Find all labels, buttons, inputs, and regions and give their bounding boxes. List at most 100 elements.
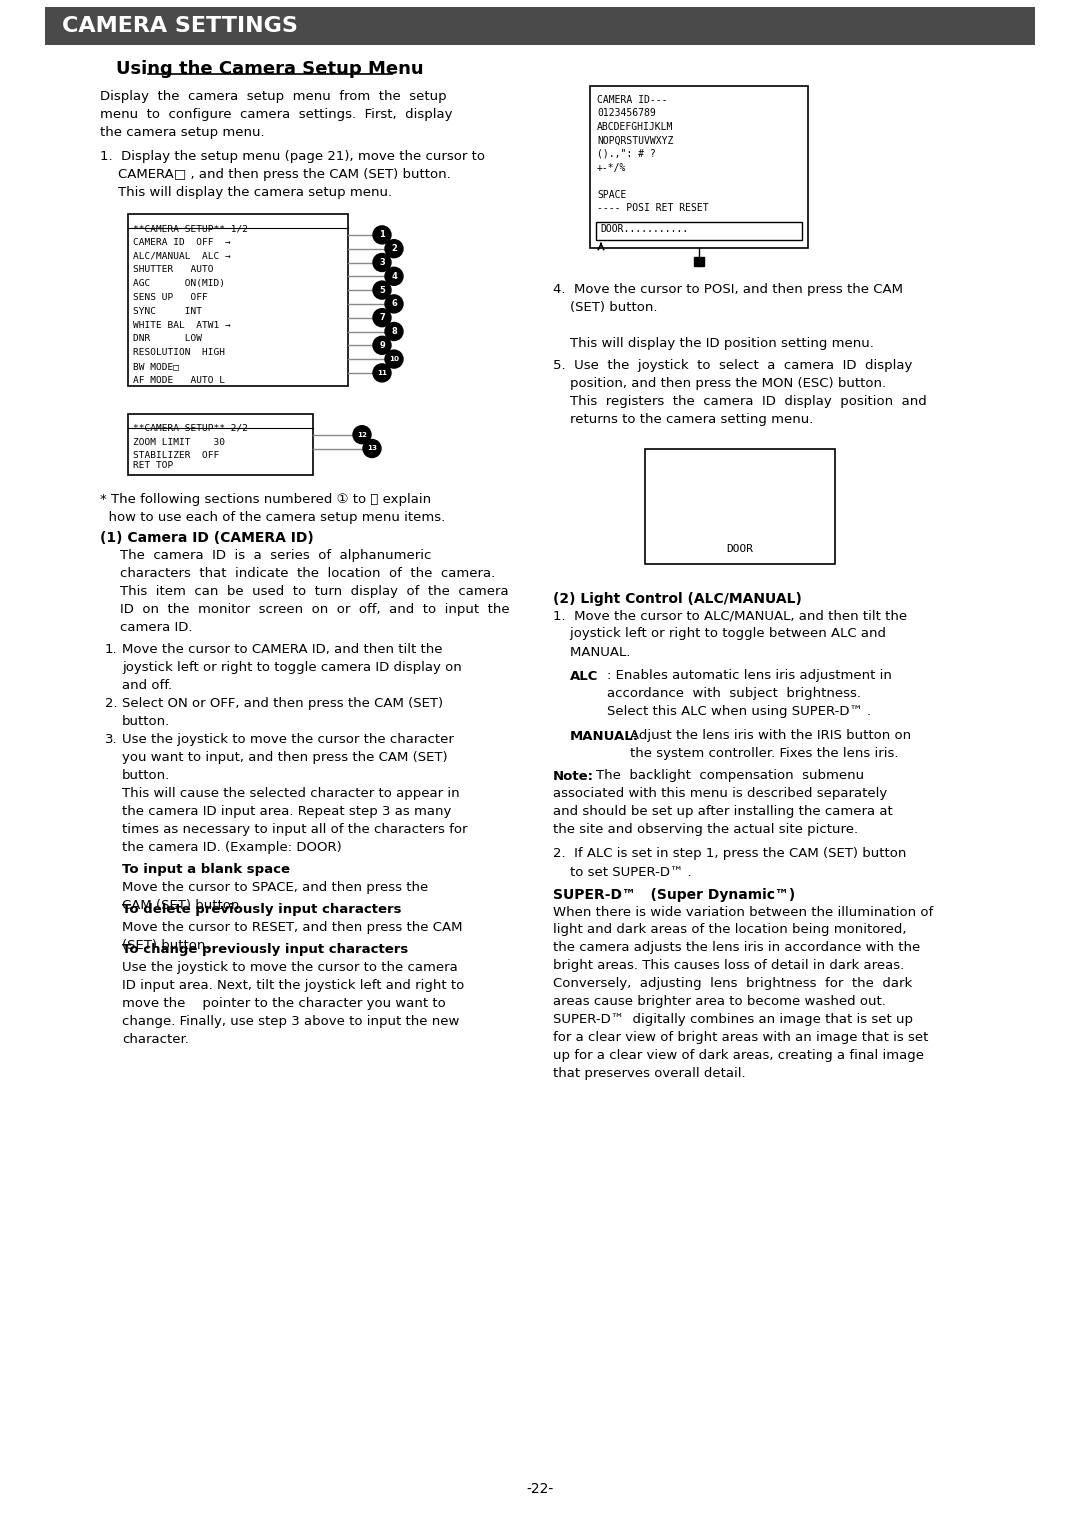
- Text: ID input area. Next, tilt the joystick left and right to: ID input area. Next, tilt the joystick l…: [122, 979, 464, 992]
- Text: the site and observing the actual site picture.: the site and observing the actual site p…: [553, 824, 859, 836]
- Text: The  backlight  compensation  submenu: The backlight compensation submenu: [596, 770, 864, 782]
- Text: accordance  with  subject  brightness.: accordance with subject brightness.: [607, 688, 861, 700]
- Bar: [645, 449, 835, 564]
- Text: joystick left or right to toggle between ALC and: joystick left or right to toggle between…: [553, 628, 886, 640]
- Text: This  registers  the  camera  ID  display  position  and: This registers the camera ID display pos…: [553, 394, 927, 408]
- Text: the camera setup menu.: the camera setup menu.: [100, 125, 265, 139]
- Text: (2) Light Control (ALC/MANUAL): (2) Light Control (ALC/MANUAL): [553, 591, 801, 605]
- Text: bright areas. This causes loss of detail in dark areas.: bright areas. This causes loss of detail…: [553, 960, 904, 972]
- Text: 11: 11: [377, 370, 387, 376]
- Text: This will display the camera setup menu.: This will display the camera setup menu.: [118, 186, 392, 199]
- Text: 13: 13: [367, 446, 377, 451]
- Text: 6: 6: [391, 299, 397, 309]
- Text: CAM (SET) button.: CAM (SET) button.: [122, 900, 243, 912]
- Text: +-*/%: +-*/%: [597, 162, 626, 173]
- Text: and off.: and off.: [122, 680, 172, 692]
- Text: This will display the ID position setting menu.: This will display the ID position settin…: [553, 336, 874, 350]
- Text: Move the cursor to CAMERA ID, and then tilt the: Move the cursor to CAMERA ID, and then t…: [122, 643, 443, 657]
- Text: Conversely,  adjusting  lens  brightness  for  the  dark: Conversely, adjusting lens brightness fo…: [553, 978, 913, 990]
- Text: 9: 9: [379, 341, 384, 350]
- Text: Display  the  camera  setup  menu  from  the  setup: Display the camera setup menu from the s…: [100, 90, 447, 102]
- Text: 3: 3: [379, 258, 384, 267]
- Text: button.: button.: [122, 715, 171, 729]
- Bar: [590, 86, 808, 248]
- Text: **CAMERA SETUP** 2/2: **CAMERA SETUP** 2/2: [133, 423, 248, 432]
- Text: 5.  Use  the  joystick  to  select  a  camera  ID  display: 5. Use the joystick to select a camera I…: [553, 359, 913, 371]
- Text: ---- POSI RET RESET: ---- POSI RET RESET: [597, 203, 708, 212]
- Text: 1: 1: [379, 231, 384, 240]
- Circle shape: [373, 226, 391, 244]
- Text: Move the cursor to RESET, and then press the CAM: Move the cursor to RESET, and then press…: [122, 921, 462, 935]
- Text: STABILIZER  OFF: STABILIZER OFF: [133, 451, 219, 460]
- Text: Note:: Note:: [553, 770, 594, 782]
- Bar: [45, 8, 1035, 44]
- Text: SYNC     INT: SYNC INT: [133, 307, 202, 316]
- Text: position, and then press the MON (ESC) button.: position, and then press the MON (ESC) b…: [553, 376, 886, 390]
- Text: CAMERA ID  OFF  →: CAMERA ID OFF →: [133, 238, 231, 248]
- Text: 2.: 2.: [105, 697, 118, 711]
- Circle shape: [384, 350, 403, 368]
- Text: SUPER-D™  digitally combines an image that is set up: SUPER-D™ digitally combines an image tha…: [553, 1013, 913, 1027]
- Text: change. Finally, use step 3 above to input the new: change. Finally, use step 3 above to inp…: [122, 1016, 459, 1028]
- Text: Select this ALC when using SUPER-D™ .: Select this ALC when using SUPER-D™ .: [607, 706, 872, 718]
- Text: MANUAL:: MANUAL:: [570, 729, 639, 743]
- Text: SHUTTER   AUTO: SHUTTER AUTO: [133, 266, 214, 275]
- Text: character.: character.: [122, 1033, 189, 1047]
- Circle shape: [353, 426, 372, 443]
- Text: ZOOM LIMIT    30: ZOOM LIMIT 30: [133, 437, 225, 446]
- Text: 4: 4: [391, 272, 397, 281]
- Text: To input a blank space: To input a blank space: [122, 863, 291, 877]
- Text: This will cause the selected character to appear in: This will cause the selected character t…: [122, 787, 460, 801]
- Text: 2: 2: [391, 244, 397, 254]
- Text: (SET) button.: (SET) button.: [553, 301, 658, 313]
- Text: CAMERA□ , and then press the CAM (SET) button.: CAMERA□ , and then press the CAM (SET) b…: [118, 168, 450, 180]
- Text: how to use each of the camera setup menu items.: how to use each of the camera setup menu…: [100, 512, 445, 524]
- Text: MANUAL.: MANUAL.: [553, 645, 631, 659]
- Text: move the    pointer to the character you want to: move the pointer to the character you wa…: [122, 998, 446, 1010]
- Text: NOPQRSTUVWXYZ: NOPQRSTUVWXYZ: [597, 136, 673, 145]
- Text: 8: 8: [391, 327, 396, 336]
- Text: WHITE BAL  ATW1 →: WHITE BAL ATW1 →: [133, 321, 231, 330]
- Text: 7: 7: [379, 313, 384, 322]
- Text: for a clear view of bright areas with an image that is set: for a clear view of bright areas with an…: [553, 1031, 929, 1045]
- Text: the camera ID input area. Repeat step 3 as many: the camera ID input area. Repeat step 3 …: [122, 805, 451, 819]
- Text: the camera adjusts the lens iris in accordance with the: the camera adjusts the lens iris in acco…: [553, 941, 920, 955]
- Circle shape: [363, 440, 381, 457]
- Text: 5: 5: [379, 286, 384, 295]
- Text: This  item  can  be  used  to  turn  display  of  the  camera: This item can be used to turn display of…: [120, 585, 509, 599]
- Text: DNR      LOW: DNR LOW: [133, 335, 202, 344]
- Text: BW MODE□: BW MODE□: [133, 362, 179, 371]
- Circle shape: [373, 281, 391, 299]
- Text: 1.  Move the cursor to ALC/MANUAL, and then tilt the: 1. Move the cursor to ALC/MANUAL, and th…: [553, 610, 907, 622]
- Text: (SET) button.: (SET) button.: [122, 940, 210, 952]
- Text: * The following sections numbered ① to ⑬ explain: * The following sections numbered ① to ⑬…: [100, 494, 431, 506]
- Text: (1) Camera ID (CAMERA ID): (1) Camera ID (CAMERA ID): [100, 532, 314, 545]
- Circle shape: [384, 267, 403, 286]
- Text: you want to input, and then press the CAM (SET): you want to input, and then press the CA…: [122, 752, 447, 764]
- Circle shape: [373, 364, 391, 382]
- Text: characters  that  indicate  the  location  of  the  camera.: characters that indicate the location of…: [120, 567, 496, 581]
- Text: camera ID.: camera ID.: [120, 622, 192, 634]
- Text: up for a clear view of dark areas, creating a final image: up for a clear view of dark areas, creat…: [553, 1050, 924, 1062]
- Text: AGC      ON(MID): AGC ON(MID): [133, 280, 225, 289]
- Text: Use the joystick to move the cursor the character: Use the joystick to move the cursor the …: [122, 733, 454, 746]
- Text: ID  on  the  monitor  screen  on  or  off,  and  to  input  the: ID on the monitor screen on or off, and …: [120, 604, 510, 616]
- Text: 3.: 3.: [105, 733, 118, 746]
- Text: to set SUPER-D™ .: to set SUPER-D™ .: [553, 865, 691, 879]
- Text: Adjust the lens iris with the IRIS button on: Adjust the lens iris with the IRIS butto…: [630, 729, 912, 743]
- Text: Using the Camera Setup Menu: Using the Camera Setup Menu: [117, 60, 423, 78]
- Text: 2.  If ALC is set in step 1, press the CAM (SET) button: 2. If ALC is set in step 1, press the CA…: [553, 848, 906, 860]
- Text: When there is wide variation between the illumination of: When there is wide variation between the…: [553, 906, 933, 918]
- Text: To change previously input characters: To change previously input characters: [122, 943, 408, 957]
- Bar: [596, 222, 802, 240]
- Text: **CAMERA SETUP** 1/2: **CAMERA SETUP** 1/2: [133, 225, 248, 232]
- Text: button.: button.: [122, 770, 171, 782]
- Text: Use the joystick to move the cursor to the camera: Use the joystick to move the cursor to t…: [122, 961, 458, 975]
- Text: joystick left or right to toggle camera ID display on: joystick left or right to toggle camera …: [122, 662, 462, 674]
- Text: DOOR...........: DOOR...........: [600, 225, 688, 234]
- Circle shape: [384, 322, 403, 341]
- Text: light and dark areas of the location being monitored,: light and dark areas of the location bei…: [553, 923, 906, 937]
- Bar: [694, 257, 704, 266]
- Text: : Enables automatic lens iris adjustment in: : Enables automatic lens iris adjustment…: [607, 669, 892, 683]
- Text: 10: 10: [389, 356, 399, 362]
